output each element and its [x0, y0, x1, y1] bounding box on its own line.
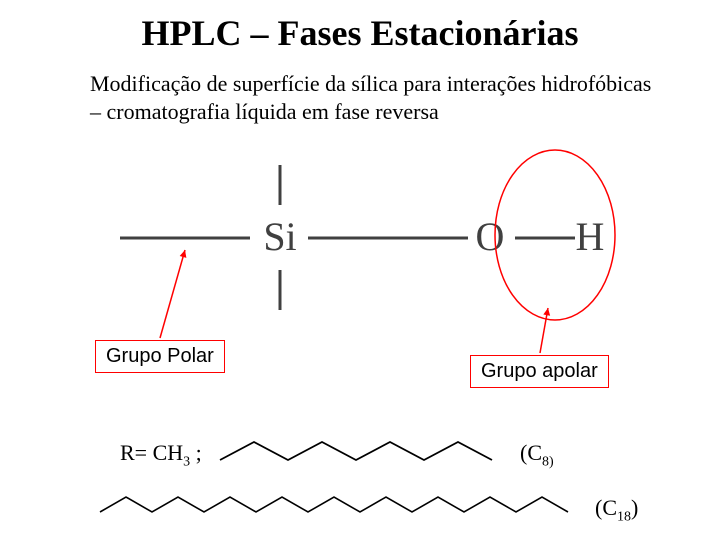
r-group-label: R= CH3 ; [120, 440, 202, 470]
c8-sub: 8) [542, 454, 554, 469]
c8-label: (C8) [520, 440, 554, 470]
c18-label: (C18) [595, 495, 638, 525]
polar-group-box: Grupo Polar [95, 340, 225, 373]
apolar-group-label: Grupo apolar [481, 360, 598, 382]
svg-text:Si: Si [263, 214, 296, 259]
r-prefix: R= CH [120, 440, 183, 465]
diagram-canvas: Si O H [0, 0, 720, 540]
svg-text:O: O [476, 214, 505, 259]
svg-text:H: H [576, 214, 605, 259]
c18-prefix: (C [595, 495, 617, 520]
c18-sub: 18 [617, 509, 631, 524]
apolar-group-box: Grupo apolar [470, 355, 609, 388]
r-suffix: ; [190, 440, 202, 465]
c8-prefix: (C [520, 440, 542, 465]
c18-suffix: ) [631, 495, 638, 520]
polar-group-label: Grupo Polar [106, 345, 214, 367]
